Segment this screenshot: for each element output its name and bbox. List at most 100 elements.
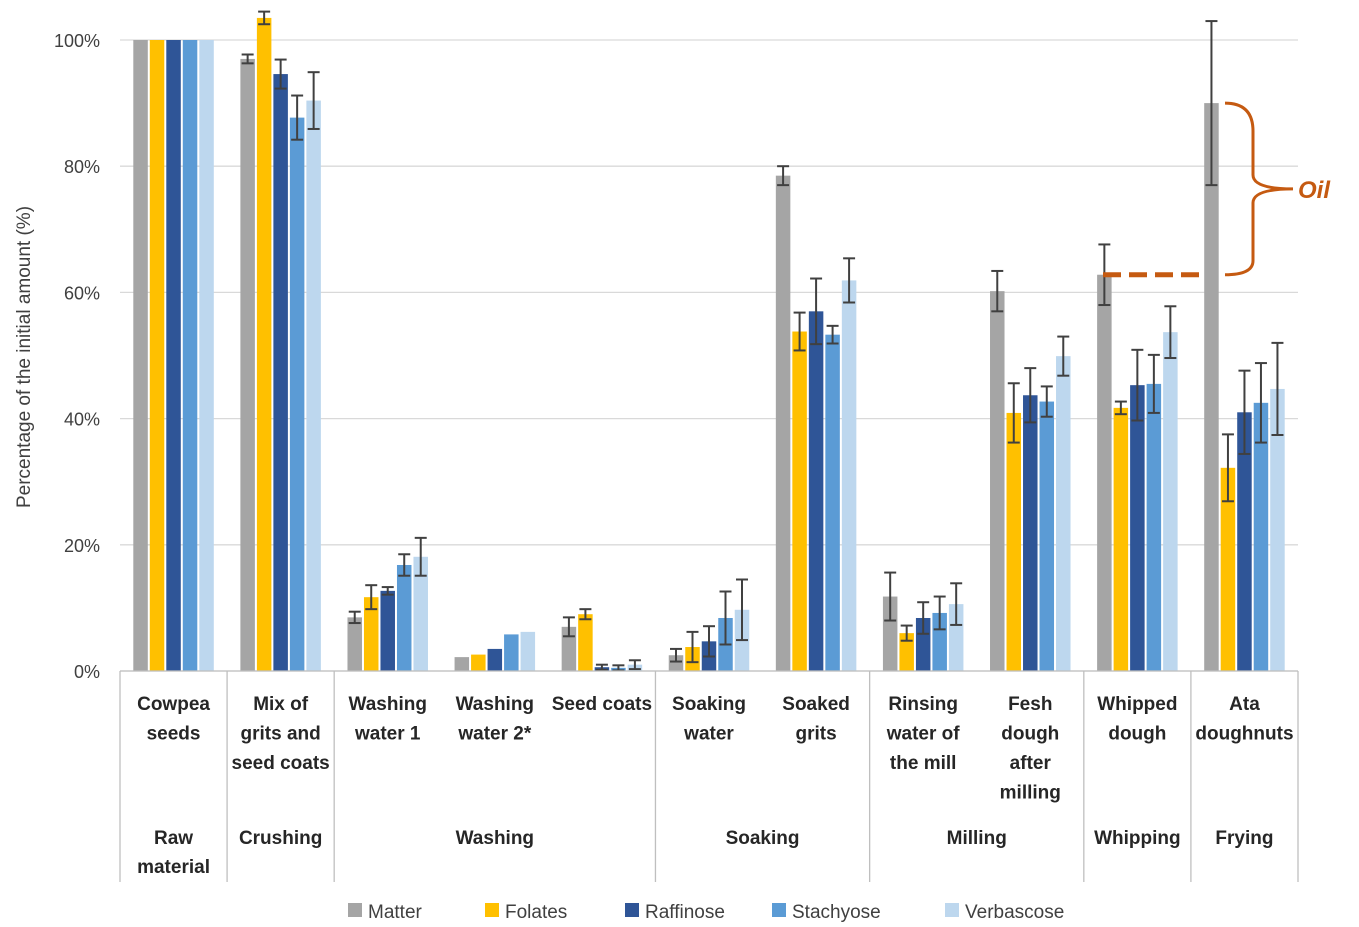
- category-label: water 2*: [457, 724, 531, 745]
- y-tick-labels: 0% 20% 40% 60% 80% 100%: [54, 31, 100, 682]
- category-label: dough: [1001, 724, 1059, 745]
- y-tick-label: 40%: [64, 410, 100, 430]
- legend-swatch: [945, 903, 959, 917]
- bar: [1163, 332, 1178, 671]
- bar: [166, 40, 181, 671]
- bar: [1097, 274, 1112, 671]
- group-label: Soaking: [726, 828, 800, 849]
- legend-label: Matter: [368, 902, 423, 923]
- y-tick-label: 60%: [64, 283, 100, 303]
- bar: [915, 617, 931, 671]
- legend-label: Folates: [505, 902, 567, 923]
- bar: [1006, 412, 1022, 671]
- bar: [948, 604, 964, 671]
- bar: [1039, 401, 1055, 671]
- bar: [504, 634, 519, 671]
- bar: [256, 17, 272, 672]
- category-label: Ata: [1229, 694, 1260, 715]
- group-label: Frying: [1215, 828, 1273, 849]
- bar: [1253, 402, 1269, 671]
- category-label: doughnuts: [1195, 724, 1293, 745]
- category-label: water of: [886, 724, 961, 745]
- y-axis-label: Percentage of the initial amount (%): [14, 206, 35, 508]
- category-label: the mill: [890, 753, 957, 774]
- bar: [808, 311, 824, 671]
- category-label: after: [1010, 753, 1052, 774]
- group-label: Whipping: [1094, 828, 1181, 849]
- y-tick-label: 100%: [54, 31, 100, 51]
- category-label: Washing: [348, 694, 426, 715]
- oil-label: Oil: [1298, 177, 1331, 204]
- bar: [1146, 383, 1162, 671]
- bars: [133, 17, 1285, 672]
- bar: [396, 564, 412, 671]
- bar: [471, 654, 486, 671]
- category-label: grits and: [241, 724, 321, 745]
- category-label: Mix of: [253, 694, 309, 715]
- y-tick-label: 0%: [74, 662, 100, 682]
- bar: [792, 331, 807, 671]
- category-label: seeds: [147, 724, 201, 745]
- category-label: water: [683, 724, 734, 745]
- category-label: Washing: [456, 694, 534, 715]
- legend-swatch: [772, 903, 786, 917]
- bar: [1220, 467, 1236, 671]
- bar: [380, 590, 395, 671]
- bar: [363, 597, 379, 671]
- bar: [1113, 407, 1129, 671]
- bar: [454, 657, 470, 671]
- group-label: material: [137, 857, 210, 878]
- bar: [578, 614, 593, 671]
- category-label: Soaking: [672, 694, 746, 715]
- category-label: Fesh: [1008, 694, 1052, 715]
- bar: [133, 40, 148, 671]
- bar: [1130, 385, 1145, 671]
- bar: [1237, 412, 1252, 671]
- y-tick-label: 80%: [64, 157, 100, 177]
- bar: [882, 596, 898, 671]
- bar: [561, 626, 577, 671]
- bar: [1056, 356, 1071, 671]
- category-label: seed coats: [232, 753, 330, 774]
- bar: [775, 175, 791, 672]
- bar: [841, 280, 857, 671]
- category-label: milling: [1000, 783, 1061, 804]
- category-table: Cowpea seeds Mix of grits and seed coats Wash…: [119, 670, 1299, 882]
- group-label: Raw: [154, 828, 193, 849]
- bar: [899, 633, 914, 671]
- bar: [932, 612, 947, 671]
- bar: [199, 40, 214, 671]
- legend-label: Raffinose: [645, 902, 725, 923]
- legend: Matter Folates Raffinose Stachyose Verbascos…: [348, 902, 1064, 923]
- category-label: Rinsing: [888, 694, 958, 715]
- bar: [825, 334, 840, 671]
- bar: [182, 40, 198, 671]
- bar: [668, 655, 684, 671]
- bar: [347, 617, 362, 671]
- legend-swatch: [625, 903, 639, 917]
- category-label: Whipped: [1097, 694, 1177, 715]
- bar: [990, 291, 1005, 671]
- category-label: dough: [1108, 724, 1166, 745]
- bar: [289, 117, 305, 672]
- bar: [520, 631, 536, 671]
- category-label: Cowpea: [137, 694, 210, 715]
- category-label: Seed coats: [552, 694, 652, 715]
- legend-label: Verbascose: [965, 902, 1064, 923]
- group-label: Crushing: [239, 828, 322, 849]
- bar: [1270, 388, 1285, 671]
- bar: [1023, 395, 1038, 671]
- group-label: Milling: [947, 828, 1007, 849]
- legend-label: Stachyose: [792, 902, 881, 923]
- legend-swatch: [348, 903, 362, 917]
- oil-brace: [1224, 101, 1294, 277]
- group-label: Washing: [456, 828, 534, 849]
- bar: [306, 100, 321, 672]
- category-label: grits: [795, 724, 836, 745]
- bar: [273, 74, 288, 672]
- legend-swatch: [485, 903, 499, 917]
- category-label: water 1: [354, 724, 421, 745]
- bar: [240, 58, 255, 672]
- bar: [413, 556, 428, 671]
